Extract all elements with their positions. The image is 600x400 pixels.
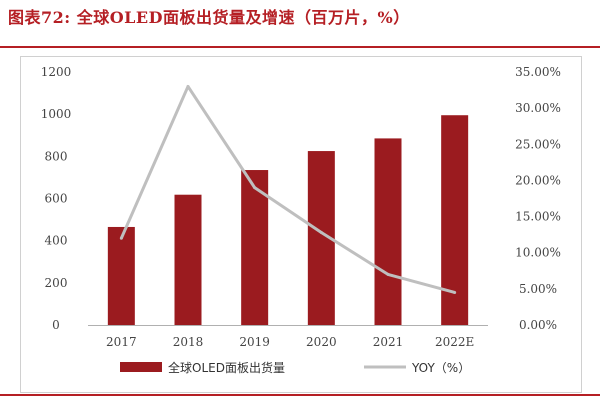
yoy-point-2022E: [453, 290, 457, 294]
legend-bar-swatch: [120, 362, 162, 372]
yoy-point-2020: [319, 230, 323, 234]
legend: 全球OLED面板出货量 YOY（%）: [120, 360, 470, 375]
x-tick-label: 2018: [173, 335, 204, 349]
yoy-point-2019: [253, 186, 257, 190]
right-tick-label: 5.00%: [519, 282, 557, 296]
chart-title: 图表72: 全球OLED面板出货量及增速（百万片，%）: [8, 8, 410, 27]
x-tick-label: 2022E: [435, 335, 474, 349]
yoy-point-2021: [386, 272, 390, 276]
shipment-bar-2017: [107, 226, 135, 325]
x-tick-label: 2020: [306, 335, 337, 349]
shipment-bar-2021: [374, 138, 402, 325]
x-tick-label: 2021: [373, 335, 404, 349]
right-tick-label: 0.00%: [519, 318, 557, 332]
right-axis-ticks: 0.00% 5.00% 10.00% 15.00% 20.00% 25.00% 30.00%…: [515, 65, 561, 332]
right-tick-label: 10.00%: [515, 246, 561, 260]
yoy-line-layer: [119, 84, 457, 294]
yoy-point-2017: [119, 236, 123, 240]
right-tick-label: 20.00%: [515, 173, 561, 187]
shipment-bar-2019: [241, 170, 269, 325]
x-tick-label: 2017: [106, 335, 137, 349]
left-tick-label: 1200: [41, 65, 72, 79]
right-tick-label: 35.00%: [515, 65, 561, 79]
right-tick-label: 25.00%: [515, 137, 561, 151]
shipment-bars: [107, 115, 469, 326]
left-tick-label: 600: [45, 192, 68, 206]
yoy-line: [119, 84, 456, 294]
shipment-bar-2018: [174, 194, 202, 325]
left-tick-label: 400: [45, 234, 68, 248]
left-tick-label: 0: [52, 318, 60, 332]
yoy-point-2018: [186, 84, 190, 88]
left-axis-ticks: 0 200 400 600 800 1000 1200: [41, 65, 72, 332]
title-divider: [0, 46, 600, 48]
left-tick-label: 200: [45, 276, 68, 290]
left-tick-label: 1000: [41, 107, 72, 121]
left-tick-label: 800: [45, 149, 68, 163]
chart-frame: [20, 56, 582, 393]
right-tick-label: 15.00%: [515, 210, 561, 224]
x-tick-label: 2019: [239, 335, 270, 349]
bottom-divider: [0, 394, 600, 396]
right-tick-label: 30.00%: [515, 101, 561, 115]
legend-bar-label: 全球OLED面板出货量: [168, 360, 285, 375]
legend-line-label: YOY（%）: [411, 361, 470, 375]
x-axis-ticks: 2017 2018 2019 2020 2021 2022E: [106, 335, 474, 349]
